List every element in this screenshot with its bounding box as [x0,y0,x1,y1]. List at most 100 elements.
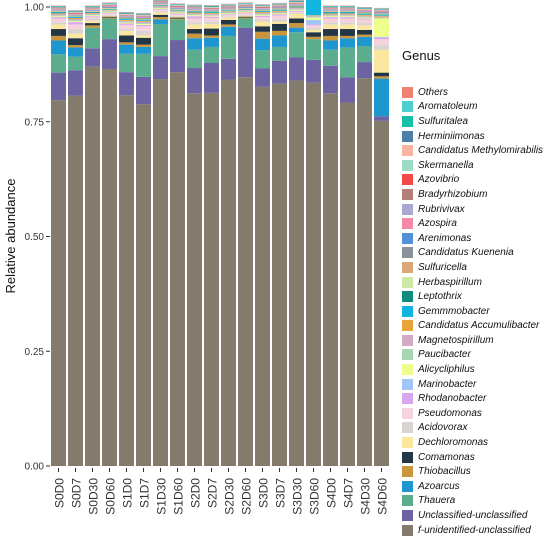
legend-swatch [402,189,413,200]
bar-segment [221,24,236,26]
legend-swatch [402,379,413,390]
y-tick-label: 0.25 [25,347,45,358]
bar-segment [238,12,253,13]
bar-segment [51,24,66,29]
bar-stack-s0d30 [85,6,100,466]
bar-segment [51,100,66,466]
legend-label: Pseudomonas [418,408,482,419]
bar-segment [51,29,66,36]
bar-segment [340,13,355,14]
bar-segment [187,24,202,29]
y-tick-label: 0.50 [25,232,45,243]
bar-segment [272,47,287,61]
bar-segment [187,18,202,22]
legend-label: Magnetospirillum [418,335,494,346]
bar-segment [119,54,134,72]
bar-segment [357,25,372,30]
bar-segment [102,15,117,16]
bar-segment [272,61,287,84]
bar-segment [136,23,151,24]
legend-swatch [402,247,413,258]
bar-segment [136,38,151,45]
bar-segment [187,16,202,18]
y-axis-label: Relative abundance [3,179,18,294]
legend-item: Candidatus Kuenenia [402,246,550,261]
bar-segment [357,23,372,25]
bar-segment [187,14,202,15]
bar-segment [204,35,219,37]
legend-label: Sulfuritalea [418,116,468,127]
bar-segment [374,16,389,17]
bar-segment [187,38,202,49]
legend-label: Arenimonas [418,233,471,244]
bar-segment [306,0,321,15]
bar-segment [323,13,338,14]
bar-segment [340,16,355,17]
bar-segment [85,13,100,14]
bar-segment [102,18,117,39]
legend-swatch [402,481,413,492]
bar-segment [136,35,151,37]
bar-segment [51,54,66,72]
bar-segment [204,24,219,29]
legend-label: Candidatus Accumulibacter [418,320,539,331]
bar-segment [153,19,168,24]
legend-label: Rubrivivax [418,204,465,215]
x-tick-label: S4D30 [359,478,373,515]
bar-segment [255,39,270,50]
bar-segment [153,13,168,15]
bar-segment [68,57,83,71]
bar-segment [187,34,202,39]
bar-segment [51,14,66,15]
legend-item: Rubrivivax [402,202,550,217]
bar-segment [187,29,202,34]
bar-stack-s1d7 [136,13,151,466]
bar-segment [51,73,66,101]
legend-label: Azospira [418,218,457,229]
bar-segment [170,14,185,15]
legend-label: Sulfuricella [418,262,467,273]
bar-segment [323,50,338,66]
bar-segment [102,13,117,14]
bar-segment [204,63,219,93]
bar-segment [68,34,83,39]
bar-segment [255,50,270,68]
bar-stack-s3d0 [255,4,270,466]
bar-segment [187,15,202,16]
bar-segment [289,80,304,466]
bar-segment [306,20,321,25]
legend-swatch [402,116,413,127]
legend-swatch [402,349,413,360]
x-tick-label: S0D0 [53,478,67,508]
bar-segment [272,12,287,13]
legend-swatch [402,335,413,346]
bar-segment [68,47,83,56]
bar-segment [323,17,338,18]
legend-label: Thiobacillus [418,466,471,477]
bar-segment [136,77,151,105]
bar-segment [187,13,202,14]
legend-item: Azospira [402,216,550,231]
legend-swatch [402,262,413,273]
bar-segment [238,28,253,78]
legend-item: Paucibacter [402,348,550,363]
legend-item: Gemmmobacter [402,304,550,319]
legend-item: Rhodanobacter [402,391,550,406]
bar-segment [289,32,304,57]
legend-item: Bradyrhizobium [402,187,550,202]
legend-item: Aromatoleum [402,100,550,115]
bar-segment [102,39,117,69]
bar-stack-s2d60 [238,2,253,466]
bar-segment [136,25,151,26]
bar-segment [238,13,253,14]
bar-segment [119,29,134,31]
bar-segment [136,31,151,36]
bar-segment [68,17,83,18]
legend-item: Azoarcus [402,479,550,494]
bar-segment [221,17,236,18]
bar-segment [255,13,270,14]
bar-segment [68,29,83,34]
bar-segment [340,15,355,16]
bar-segment [204,22,219,24]
legend-label: Paucibacter [418,349,471,360]
